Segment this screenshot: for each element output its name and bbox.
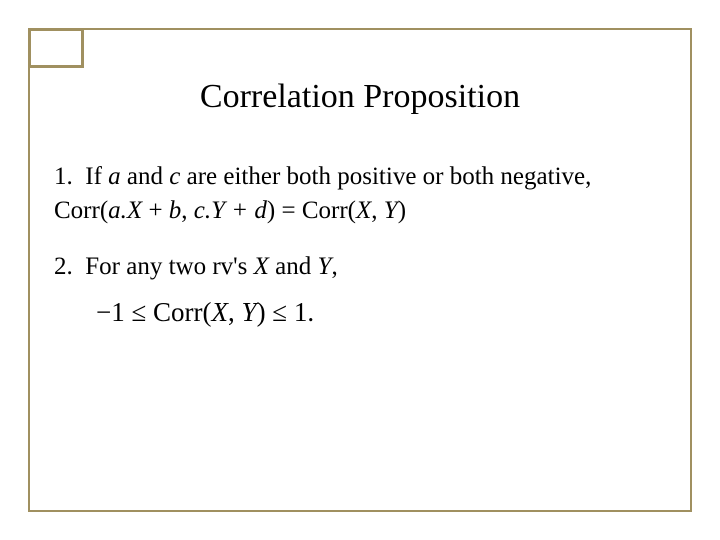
item2-number: 2. [54,253,73,280]
item1-plus1: + [142,197,169,224]
item2-X: X [254,253,269,280]
accent-box [28,28,84,68]
item1-var-c: c [169,163,180,190]
item2-and: and [269,253,318,280]
formula-neg1: −1 ≤ Corr( [96,297,212,327]
proposition-2: 2. For any two rv's X and Y, [54,250,660,284]
item1-eq: ) = Corr( [267,197,356,224]
slide-content: 1. If a and c are either both positive o… [54,160,660,328]
item1-text-pre: If [73,163,108,190]
formula-X: X [212,297,229,327]
item1-X: X [356,197,371,224]
item1-var-b: b [169,197,182,224]
item2-comma: , [331,253,337,280]
formula-Y: Y [242,297,257,327]
item1-Y: Y [384,197,398,224]
item1-comma: , [181,197,194,224]
item1-text-mid1: and [121,163,170,190]
item1-cYd: c.Y + d [194,197,267,224]
item1-number: 1. [54,163,73,190]
item1-close: ) [398,197,406,224]
item1-var-a: a [108,163,121,190]
item1-comma2: , [371,197,384,224]
item1-aX: a.X [108,197,142,224]
slide-frame: Correlation Proposition 1. If a and c ar… [28,28,692,512]
formula-comma: , [228,297,242,327]
item2-text-pre: For any two rv's [73,253,254,280]
formula-end: ) ≤ 1. [257,297,315,327]
correlation-bounds-formula: −1 ≤ Corr(X, Y) ≤ 1. [54,297,660,328]
item2-Y: Y [318,253,332,280]
slide-title: Correlation Proposition [30,78,690,116]
proposition-1: 1. If a and c are either both positive o… [54,160,660,228]
